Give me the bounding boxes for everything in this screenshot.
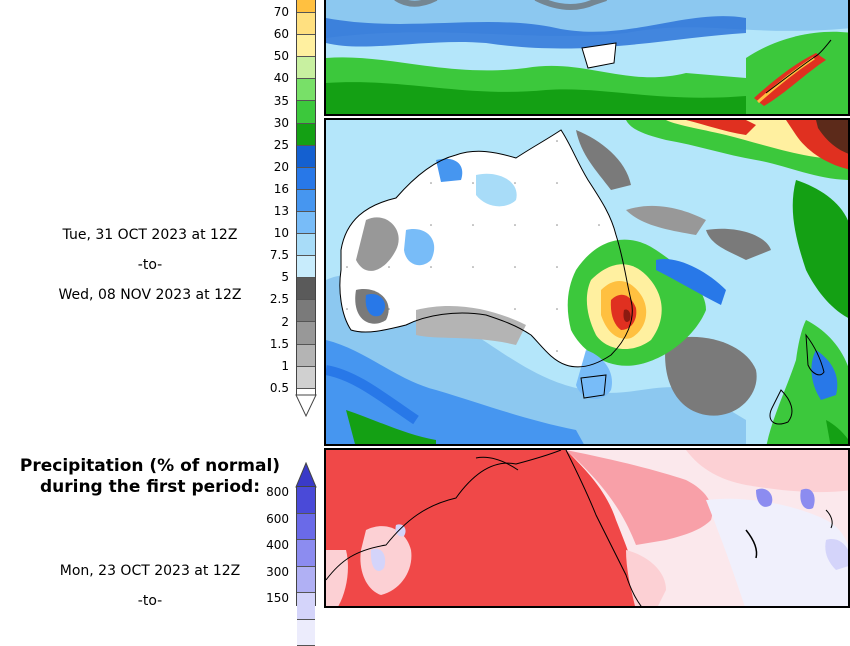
precip-colorbar-color-cell	[297, 57, 315, 79]
precip-colorbar-color-cell	[297, 212, 315, 234]
percent-normal-map	[324, 448, 850, 608]
precip-colorbar-color-cell	[297, 256, 315, 278]
percent-colorbar-color-cell	[297, 514, 315, 541]
precip-colorbar-color-cell	[297, 190, 315, 212]
precip-colorbar-color-cell	[297, 168, 315, 190]
precip-colorbar-tick-label: 0.5	[270, 382, 289, 394]
precip-colorbar-color-cell	[297, 367, 315, 389]
precip-colorbar-color-cell	[297, 278, 315, 300]
colorbar-min-arrow	[295, 394, 317, 418]
percent-colorbar-color-cell	[297, 593, 315, 620]
precip-colorbar-color-cell	[297, 13, 315, 35]
precip-colorbar-color-cell	[297, 35, 315, 57]
precip-colorbar	[296, 0, 316, 396]
percent-colorbar-tick-label: 600	[266, 513, 289, 525]
precip-colorbar-color-cell	[297, 345, 315, 367]
precip-colorbar-tick-label: 50	[274, 50, 289, 62]
percent-legend-title-line1: Precipitation (% of normal)	[0, 456, 300, 477]
precip-colorbar-tick-label: 30	[274, 117, 289, 129]
precip-colorbar-tick-label: 5	[281, 271, 289, 283]
period1-separator: -to-	[20, 594, 280, 608]
precip-colorbar-tick-label: 16	[274, 183, 289, 195]
precip-colorbar-tick-label: 40	[274, 72, 289, 84]
precip-colorbar-tick-label: 35	[274, 95, 289, 107]
precip-colorbar-tick-label: 25	[274, 139, 289, 151]
period2-start: Tue, 31 OCT 2023 at 12Z	[20, 228, 280, 242]
percent-colorbar-color-cell	[297, 567, 315, 594]
period2-end: Wed, 08 NOV 2023 at 12Z	[20, 288, 280, 302]
percent-colorbar-color-cell	[297, 620, 315, 646]
precip-colorbar-tick-label: 70	[274, 6, 289, 18]
period2-separator: -to-	[20, 258, 280, 272]
precip-colorbar-tick-label: 1.5	[270, 338, 289, 350]
precip-map-top	[324, 0, 850, 116]
percent-legend-title-line2: during the first period:	[0, 477, 300, 498]
precip-map-main	[324, 118, 850, 446]
precip-colorbar-color-cell	[297, 124, 315, 146]
percent-colorbar	[296, 486, 316, 606]
precip-colorbar-tick-label: 20	[274, 161, 289, 173]
period1-start: Mon, 23 OCT 2023 at 12Z	[20, 564, 280, 578]
precip-colorbar-tick-label: 1	[281, 360, 289, 372]
precip-colorbar-color-cell	[297, 79, 315, 101]
percent-colorbar-tick-label: 400	[266, 539, 289, 551]
precip-colorbar-tick-label: 2	[281, 316, 289, 328]
precip-colorbar-tick-label: 60	[274, 28, 289, 40]
percent-colorbar-color-cell	[297, 540, 315, 567]
percent-colorbar-max-arrow	[295, 462, 317, 488]
percent-colorbar-tick-label: 800	[266, 486, 289, 498]
precip-colorbar-color-cell	[297, 322, 315, 344]
precip-colorbar-color-cell	[297, 146, 315, 168]
precip-colorbar-color-cell	[297, 0, 315, 13]
percent-colorbar-color-cell	[297, 487, 315, 514]
precip-colorbar-color-cell	[297, 234, 315, 256]
precip-colorbar-color-cell	[297, 101, 315, 123]
precip-colorbar-tick-label: 13	[274, 205, 289, 217]
precip-colorbar-color-cell	[297, 300, 315, 322]
